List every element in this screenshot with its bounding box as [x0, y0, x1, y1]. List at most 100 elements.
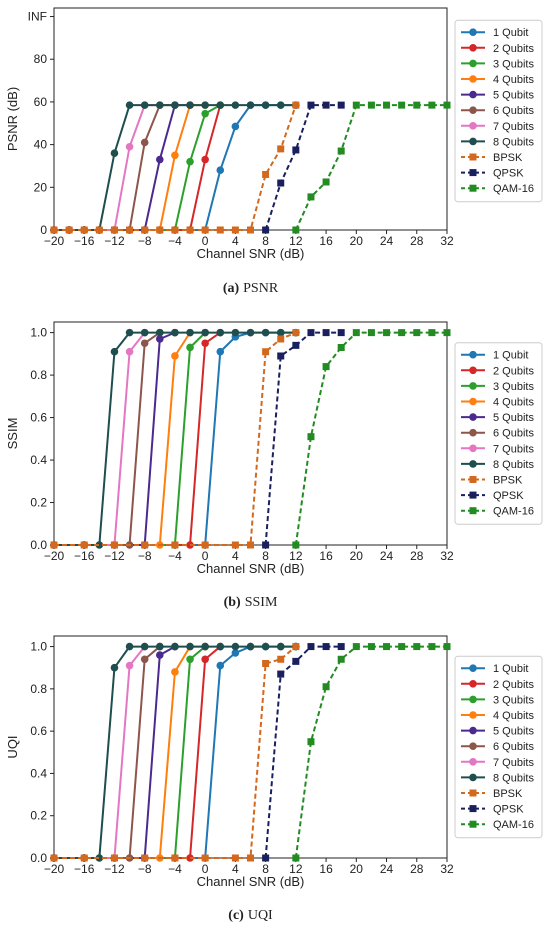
data-point [276, 642, 285, 651]
data-point [292, 341, 300, 349]
series-qam-16 [292, 643, 451, 862]
y-tick-label: 0.4 [30, 766, 47, 780]
data-point [140, 328, 149, 337]
data-point [322, 363, 330, 371]
data-point [277, 352, 285, 360]
x-tick-label: −16 [74, 549, 95, 563]
legend-label: 7 Qubits [493, 443, 534, 455]
x-tick-label: 24 [380, 234, 394, 248]
legend-swatch-marker [469, 44, 477, 52]
x-tick-label: 24 [380, 862, 394, 876]
x-tick-label: −4 [168, 549, 182, 563]
legend-swatch-marker [469, 350, 477, 359]
legend-swatch-marker [469, 789, 477, 797]
data-point [262, 659, 270, 667]
series-qpsk [262, 643, 345, 862]
legend-swatch-marker [469, 820, 477, 828]
x-tick-label: 12 [289, 862, 303, 876]
x-tick-label: 20 [350, 234, 364, 248]
legend-label: 5 Qubits [493, 90, 534, 102]
data-point [186, 328, 194, 337]
data-point [231, 854, 239, 862]
data-point [262, 541, 270, 549]
x-tick-label: 32 [440, 234, 454, 248]
legend-label: 6 Qubits [493, 105, 534, 117]
data-point [307, 738, 315, 746]
data-point [80, 226, 88, 234]
plot-area [53, 635, 448, 859]
panel-caption: (a) PSNR [223, 281, 279, 296]
data-point [216, 642, 225, 651]
data-point [186, 226, 194, 234]
legend-label: 8 Qubits [493, 772, 534, 784]
series-qam-16 [292, 329, 451, 549]
y-tick-label: 20 [34, 180, 48, 194]
x-tick-label: −12 [104, 234, 125, 248]
data-point [322, 178, 330, 186]
data-point [140, 101, 149, 109]
data-point [413, 643, 421, 651]
data-point [246, 328, 255, 337]
data-point [367, 101, 375, 109]
x-axis-label: Channel SNR (dB) [197, 561, 305, 576]
data-point [156, 328, 164, 337]
data-point [262, 171, 270, 178]
data-point [231, 541, 239, 549]
x-tick-label: 16 [319, 549, 333, 563]
data-point [246, 101, 255, 109]
data-point [141, 854, 149, 862]
data-point [443, 329, 451, 337]
data-point [186, 157, 194, 166]
legend-label: BPSK [493, 152, 523, 164]
data-point [292, 541, 300, 549]
data-point [201, 655, 209, 664]
data-point [322, 329, 330, 337]
legend-swatch-marker [469, 507, 477, 515]
legend-swatch-marker [469, 805, 477, 813]
data-point [276, 328, 285, 337]
legend-label: 1 Qubit [493, 350, 528, 362]
x-tick-label: −4 [168, 862, 182, 876]
x-tick-label: −4 [168, 234, 182, 248]
legend-swatch-marker [469, 90, 477, 99]
legend-label: 7 Qubits [493, 121, 534, 133]
data-point [231, 122, 240, 131]
x-tick-label: 28 [410, 234, 424, 248]
data-point [246, 642, 255, 651]
legend-swatch-marker [469, 397, 477, 406]
x-tick-label: 12 [289, 234, 303, 248]
data-point [277, 670, 285, 678]
series-qam-16 [292, 101, 451, 234]
x-tick-label: −16 [74, 234, 95, 248]
data-point [383, 643, 391, 651]
panel-caption: (b) SSIM [224, 595, 278, 610]
data-point [110, 149, 119, 157]
data-point [292, 146, 300, 154]
legend-label: 5 Qubits [493, 412, 534, 424]
series-qpsk [262, 329, 345, 549]
y-tick-label: 1.0 [30, 640, 47, 654]
data-point [307, 329, 315, 337]
series-bpsk [50, 643, 300, 862]
data-point [140, 642, 149, 651]
legend-label: QAM-16 [493, 506, 534, 518]
data-point [140, 655, 149, 664]
data-point [277, 655, 285, 663]
data-point [276, 101, 285, 109]
legend-label: 8 Qubits [493, 136, 534, 148]
data-point [337, 101, 345, 109]
legend-swatch-marker [469, 773, 477, 782]
data-point [201, 101, 209, 109]
panel-label: (c) [228, 908, 244, 923]
data-point [171, 668, 179, 676]
legend-swatch-marker [469, 184, 477, 192]
data-point [141, 541, 149, 549]
data-point [171, 328, 179, 337]
data-point [186, 642, 194, 651]
legend-swatch-marker [469, 366, 477, 375]
data-point [398, 101, 406, 109]
data-point [80, 854, 88, 862]
data-point [262, 348, 270, 356]
x-tick-label: 28 [410, 862, 424, 876]
chart-panel-3: −20 −16 −12 −8 −4 0 4 8 12 16 20 24 28 32 0.0 0.2 0.4 0.6… [5, 635, 543, 923]
